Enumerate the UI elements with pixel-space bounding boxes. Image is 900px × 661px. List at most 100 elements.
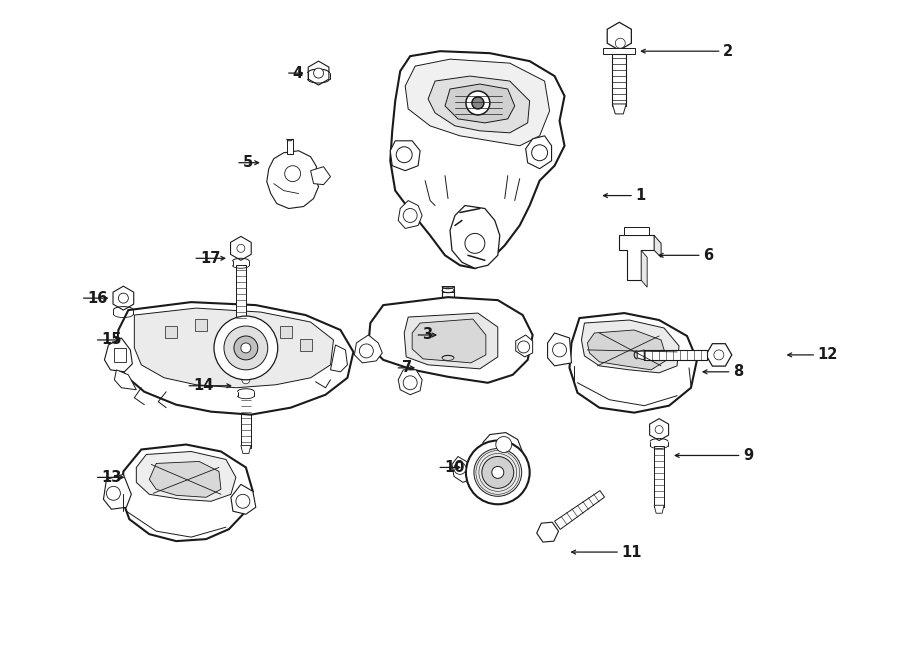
- Circle shape: [466, 440, 530, 504]
- Polygon shape: [280, 326, 292, 338]
- Polygon shape: [650, 418, 669, 440]
- Text: 13: 13: [102, 470, 122, 485]
- Polygon shape: [398, 200, 422, 229]
- Circle shape: [236, 494, 250, 508]
- Text: 6: 6: [703, 248, 713, 263]
- Polygon shape: [654, 235, 662, 257]
- Polygon shape: [114, 348, 126, 362]
- Text: 16: 16: [87, 291, 108, 305]
- Text: 10: 10: [444, 460, 464, 475]
- Circle shape: [106, 486, 121, 500]
- Polygon shape: [483, 432, 523, 459]
- Text: 8: 8: [733, 364, 743, 379]
- Polygon shape: [237, 369, 256, 391]
- Circle shape: [234, 336, 257, 360]
- Circle shape: [655, 426, 663, 434]
- Polygon shape: [236, 265, 246, 320]
- Polygon shape: [114, 370, 136, 390]
- Polygon shape: [300, 339, 311, 351]
- Circle shape: [313, 68, 323, 78]
- Circle shape: [714, 350, 724, 360]
- Circle shape: [472, 97, 484, 109]
- Polygon shape: [442, 290, 454, 358]
- Polygon shape: [637, 350, 644, 360]
- Polygon shape: [654, 505, 664, 513]
- Circle shape: [474, 449, 522, 496]
- Circle shape: [214, 316, 278, 380]
- Polygon shape: [391, 141, 420, 171]
- Text: 11: 11: [621, 545, 642, 560]
- Polygon shape: [428, 76, 530, 133]
- Polygon shape: [452, 457, 472, 483]
- Circle shape: [553, 343, 566, 357]
- Polygon shape: [368, 297, 533, 383]
- Circle shape: [616, 38, 625, 48]
- Circle shape: [403, 208, 417, 223]
- Polygon shape: [195, 319, 207, 331]
- Circle shape: [403, 376, 417, 390]
- Polygon shape: [603, 48, 635, 54]
- Polygon shape: [570, 313, 697, 412]
- Polygon shape: [104, 475, 131, 509]
- Polygon shape: [644, 350, 706, 360]
- Circle shape: [224, 326, 268, 370]
- Circle shape: [518, 341, 530, 353]
- Text: 12: 12: [817, 348, 838, 362]
- Text: 7: 7: [402, 360, 412, 375]
- Circle shape: [119, 293, 129, 303]
- Circle shape: [454, 463, 466, 475]
- Polygon shape: [287, 139, 292, 154]
- Polygon shape: [113, 286, 134, 310]
- Polygon shape: [554, 490, 605, 529]
- Circle shape: [496, 436, 512, 453]
- Polygon shape: [241, 396, 251, 447]
- Polygon shape: [608, 22, 632, 50]
- Polygon shape: [641, 251, 647, 287]
- Polygon shape: [308, 61, 328, 85]
- Polygon shape: [241, 446, 251, 453]
- Polygon shape: [442, 286, 454, 292]
- Text: 15: 15: [102, 332, 122, 348]
- Polygon shape: [612, 54, 626, 106]
- Circle shape: [237, 245, 245, 253]
- Polygon shape: [405, 59, 550, 146]
- Polygon shape: [391, 51, 564, 268]
- Circle shape: [396, 147, 412, 163]
- Polygon shape: [236, 318, 246, 326]
- Circle shape: [466, 91, 490, 115]
- Circle shape: [359, 344, 374, 358]
- Text: 14: 14: [194, 378, 213, 393]
- Polygon shape: [536, 522, 559, 542]
- Circle shape: [242, 376, 250, 384]
- Polygon shape: [445, 84, 515, 123]
- Text: 4: 4: [292, 65, 302, 81]
- Polygon shape: [149, 461, 221, 497]
- Polygon shape: [122, 444, 253, 541]
- Polygon shape: [116, 302, 354, 414]
- Polygon shape: [612, 104, 626, 114]
- Polygon shape: [404, 313, 498, 369]
- Polygon shape: [231, 485, 256, 514]
- Polygon shape: [166, 326, 177, 338]
- Text: 3: 3: [422, 327, 432, 342]
- Circle shape: [241, 343, 251, 353]
- Polygon shape: [266, 151, 319, 208]
- Circle shape: [284, 166, 301, 182]
- Polygon shape: [310, 167, 330, 184]
- Text: 17: 17: [200, 251, 220, 266]
- Polygon shape: [706, 344, 732, 366]
- Polygon shape: [398, 370, 422, 395]
- Polygon shape: [412, 319, 486, 363]
- Polygon shape: [654, 446, 664, 507]
- Circle shape: [491, 467, 504, 479]
- Polygon shape: [450, 206, 500, 268]
- Polygon shape: [134, 308, 334, 388]
- Text: 1: 1: [635, 188, 645, 203]
- Circle shape: [482, 457, 514, 488]
- Polygon shape: [588, 330, 667, 370]
- Polygon shape: [230, 237, 251, 260]
- Polygon shape: [547, 333, 572, 366]
- Circle shape: [465, 233, 485, 253]
- Text: 2: 2: [723, 44, 733, 59]
- Polygon shape: [355, 335, 382, 363]
